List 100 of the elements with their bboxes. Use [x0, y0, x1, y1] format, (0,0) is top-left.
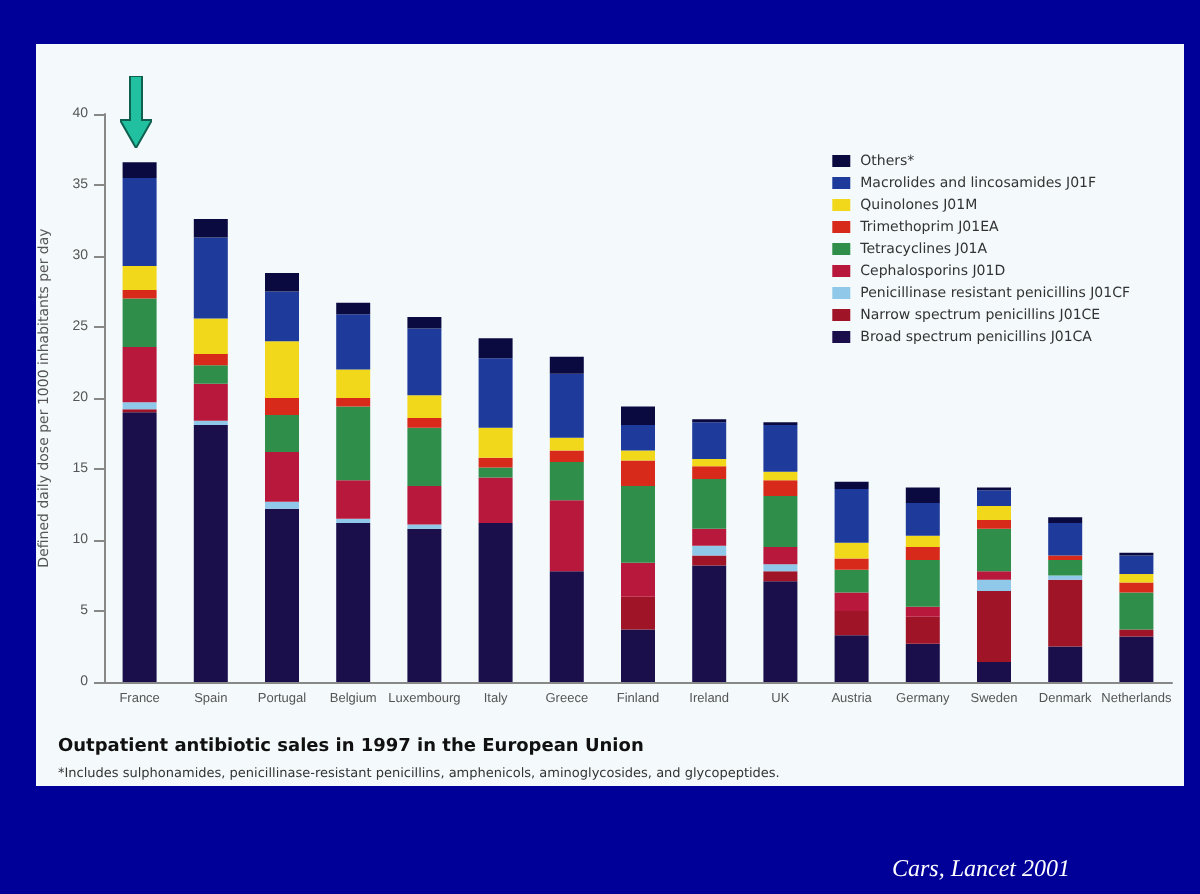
bar [763, 495, 798, 548]
bar [1048, 579, 1083, 647]
bar [1119, 636, 1154, 682]
bar [692, 459, 727, 467]
bar [336, 302, 371, 315]
bar [621, 562, 655, 597]
bar [763, 564, 798, 572]
bar [336, 398, 371, 407]
bar [621, 450, 655, 461]
bar [478, 477, 513, 523]
bar [1119, 582, 1154, 593]
bar [905, 503, 940, 536]
bar [834, 569, 869, 593]
bar [193, 383, 228, 421]
bar [265, 501, 299, 509]
bar [834, 592, 869, 611]
bar [763, 571, 798, 582]
bar [692, 555, 727, 566]
bar [336, 369, 371, 398]
bar [549, 356, 584, 374]
text: Outpatient antibiotic sales in 1997 in the European Union [58, 737, 644, 757]
bar [763, 581, 798, 682]
bar [122, 177, 157, 266]
bar [763, 480, 798, 496]
bar [407, 328, 442, 396]
bar [407, 395, 442, 418]
bar [834, 488, 869, 543]
bar [977, 579, 1011, 592]
bar [905, 606, 940, 617]
bar [407, 486, 442, 525]
bar [193, 318, 228, 354]
bar [1048, 522, 1083, 556]
bar [265, 273, 299, 292]
bar [763, 424, 798, 472]
bar [549, 500, 584, 572]
bar [834, 611, 869, 636]
bar [1048, 559, 1083, 576]
bar [122, 412, 157, 682]
bar [122, 162, 157, 178]
bar [122, 290, 157, 299]
bar [977, 520, 1011, 529]
bar [265, 341, 299, 398]
bar [1119, 592, 1154, 630]
bar [977, 591, 1011, 663]
bar [692, 565, 727, 682]
bar [122, 402, 157, 410]
bar [977, 505, 1011, 521]
bar [905, 643, 940, 682]
bar [763, 471, 798, 481]
bar [692, 528, 727, 546]
bar [478, 338, 513, 359]
bar [478, 427, 513, 458]
bar [478, 358, 513, 428]
bar [549, 461, 584, 501]
bar [336, 314, 371, 370]
bar [1119, 574, 1154, 583]
bar [1048, 517, 1083, 523]
bar [193, 237, 228, 319]
text: Cars, Lancet 2001 [891, 854, 1071, 882]
bar [549, 450, 584, 462]
bar [549, 437, 584, 451]
bar [692, 478, 727, 529]
bar [122, 265, 157, 291]
bar [193, 365, 228, 384]
bar [977, 490, 1011, 506]
bar [621, 424, 655, 451]
bar [621, 460, 655, 487]
bar [1119, 555, 1154, 575]
bar [834, 635, 869, 682]
bar [193, 353, 228, 366]
bar [905, 559, 940, 607]
bar [336, 480, 371, 519]
bar [478, 457, 513, 468]
bar [407, 317, 442, 329]
bar [265, 508, 299, 682]
bar [336, 522, 371, 682]
bar [265, 451, 299, 502]
bar [193, 424, 228, 682]
bar [1119, 629, 1154, 637]
bar [478, 467, 513, 478]
bar [549, 373, 584, 438]
bar [977, 571, 1011, 580]
bar [905, 487, 940, 504]
bar [692, 545, 727, 556]
bar [621, 596, 655, 630]
bar [834, 558, 869, 570]
bar [692, 422, 727, 460]
bar [407, 528, 442, 682]
bar [834, 481, 869, 489]
bar [265, 291, 299, 342]
bar [549, 571, 584, 682]
bar [905, 547, 940, 560]
bar [621, 486, 655, 563]
bar [407, 427, 442, 487]
bar [977, 662, 1011, 682]
bar [977, 528, 1011, 572]
bar [478, 522, 513, 682]
bar [621, 629, 655, 682]
bar [834, 542, 869, 559]
bar [692, 466, 727, 479]
